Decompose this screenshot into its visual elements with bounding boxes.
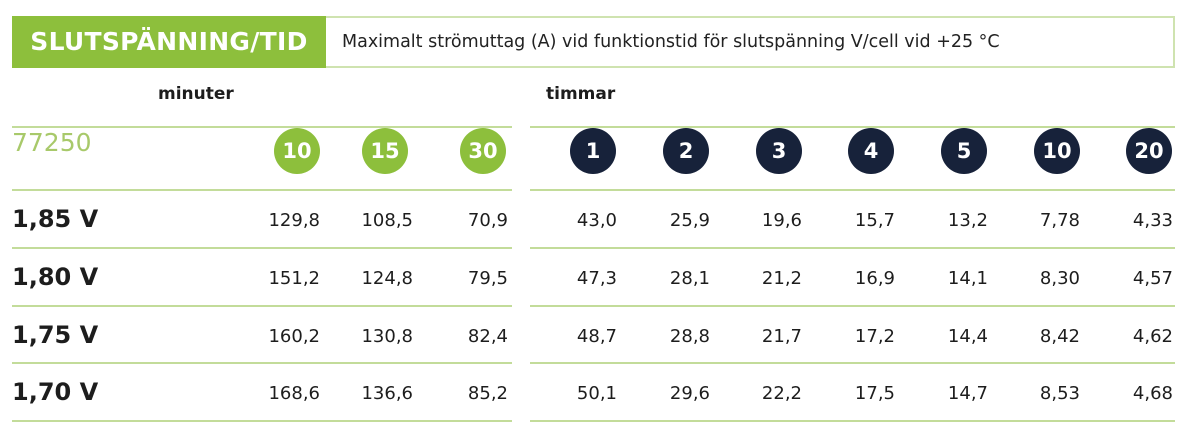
table-cell: 50,1 bbox=[576, 383, 617, 404]
row-divider bbox=[12, 305, 512, 307]
column-badge-10min: 10 bbox=[274, 128, 320, 174]
row-divider bbox=[12, 362, 512, 364]
table-cell: 22,2 bbox=[761, 383, 802, 404]
table-title: SLUTSPÄNNING/TID bbox=[12, 16, 326, 68]
table-cell: 17,5 bbox=[854, 383, 895, 404]
table-cell: 48,7 bbox=[576, 326, 617, 347]
table-cell: 85,2 bbox=[467, 383, 508, 404]
column-badge-10h: 10 bbox=[1034, 128, 1080, 174]
table-cell: 19,6 bbox=[761, 210, 802, 231]
table-cell: 4,62 bbox=[1132, 326, 1173, 347]
column-badge-2h: 2 bbox=[663, 128, 709, 174]
table-cell: 25,9 bbox=[669, 210, 710, 231]
voltage-label: 1,70 V bbox=[12, 378, 99, 406]
table-cell: 8,42 bbox=[1039, 326, 1080, 347]
table-cell: 47,3 bbox=[576, 268, 617, 289]
row-divider bbox=[12, 247, 512, 249]
table-cell: 43,0 bbox=[576, 210, 617, 231]
table-cell: 13,2 bbox=[947, 210, 988, 231]
table-cell: 28,8 bbox=[669, 326, 710, 347]
table-subtitle: Maximalt strömuttag (A) vid funktionstid… bbox=[342, 32, 1000, 52]
table-cell: 160,2 bbox=[268, 326, 320, 347]
table-cell: 15,7 bbox=[854, 210, 895, 231]
row-divider bbox=[530, 189, 1175, 191]
table-cell: 168,6 bbox=[268, 383, 320, 404]
table-cell: 108,5 bbox=[361, 210, 413, 231]
table-cell: 129,8 bbox=[268, 210, 320, 231]
table-cell: 7,78 bbox=[1039, 210, 1080, 231]
row-divider bbox=[530, 247, 1175, 249]
group-label-minutes: minuter bbox=[158, 84, 234, 104]
table-cell: 79,5 bbox=[467, 268, 508, 289]
column-badge-30min: 30 bbox=[460, 128, 506, 174]
voltage-label: 1,75 V bbox=[12, 321, 99, 349]
column-badge-4h: 4 bbox=[848, 128, 894, 174]
table-cell: 82,4 bbox=[467, 326, 508, 347]
column-badge-3h: 3 bbox=[756, 128, 802, 174]
table-cell: 136,6 bbox=[361, 383, 413, 404]
table-cell: 14,1 bbox=[947, 268, 988, 289]
table-cell: 70,9 bbox=[467, 210, 508, 231]
model-number: 77250 bbox=[12, 128, 92, 157]
table-cell: 14,4 bbox=[947, 326, 988, 347]
row-divider bbox=[530, 305, 1175, 307]
row-divider bbox=[12, 189, 512, 191]
table-cell: 4,33 bbox=[1132, 210, 1173, 231]
table-cell: 4,57 bbox=[1132, 268, 1173, 289]
table-cell: 14,7 bbox=[947, 383, 988, 404]
table-cell: 4,68 bbox=[1132, 383, 1173, 404]
voltage-label: 1,85 V bbox=[12, 205, 99, 233]
column-badge-1h: 1 bbox=[570, 128, 616, 174]
table-cell: 8,30 bbox=[1039, 268, 1080, 289]
table-cell: 17,2 bbox=[854, 326, 895, 347]
divider bbox=[12, 126, 512, 128]
group-label-hours: timmar bbox=[546, 84, 616, 104]
table-cell: 21,7 bbox=[761, 326, 802, 347]
voltage-label: 1,80 V bbox=[12, 263, 99, 291]
table-cell: 8,53 bbox=[1039, 383, 1080, 404]
table-cell: 124,8 bbox=[361, 268, 413, 289]
table-cell: 16,9 bbox=[854, 268, 895, 289]
column-badge-5h: 5 bbox=[941, 128, 987, 174]
table-cell: 29,6 bbox=[669, 383, 710, 404]
row-divider bbox=[12, 420, 512, 422]
table-cell: 28,1 bbox=[669, 268, 710, 289]
table-cell: 151,2 bbox=[268, 268, 320, 289]
row-divider bbox=[530, 420, 1175, 422]
divider bbox=[530, 126, 1175, 128]
table-cell: 130,8 bbox=[361, 326, 413, 347]
column-badge-20h: 20 bbox=[1126, 128, 1172, 174]
row-divider bbox=[530, 362, 1175, 364]
table-cell: 21,2 bbox=[761, 268, 802, 289]
column-badge-15min: 15 bbox=[362, 128, 408, 174]
